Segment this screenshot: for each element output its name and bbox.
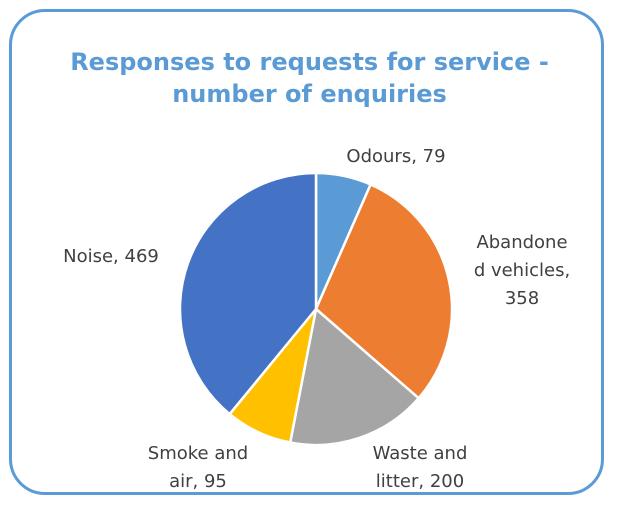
data-label-line: air, 95: [169, 471, 227, 492]
data-label-line: Waste and: [373, 443, 468, 464]
chart-title-line-2: number of enquiries: [172, 80, 447, 108]
data-label-abandoned-vehicles: Abandone d vehicles, 358: [474, 232, 570, 309]
data-label-line: Abandone: [476, 232, 567, 253]
pie-slice-waste-and-litter: [288, 307, 420, 447]
pie-slice-noise: [178, 171, 318, 416]
data-label-noise: Noise, 469: [63, 246, 159, 267]
chart-title: Responses to requests for service - numb…: [0, 46, 619, 110]
pie-labels: Odours, 79 Abandone d vehicles, 358 Waste an…: [63, 146, 570, 492]
data-label-smoke-and-air: Smoke and air, 95: [148, 443, 248, 492]
data-label-odours: Odours, 79: [346, 146, 445, 167]
pie-slice-abandoned-vehicles: [314, 183, 454, 400]
data-label-line: Odours, 79: [346, 146, 445, 167]
data-label-line: Noise, 469: [63, 246, 159, 267]
data-label-waste-and-litter: Waste and litter, 200: [373, 443, 468, 492]
pie-slices: [178, 171, 454, 447]
data-label-line: d vehicles,: [474, 260, 570, 281]
data-label-line: Smoke and: [148, 443, 248, 464]
chart-title-line-1: Responses to requests for service -: [70, 48, 549, 76]
data-label-line: 358: [505, 288, 539, 309]
data-label-line: litter, 200: [376, 471, 464, 492]
